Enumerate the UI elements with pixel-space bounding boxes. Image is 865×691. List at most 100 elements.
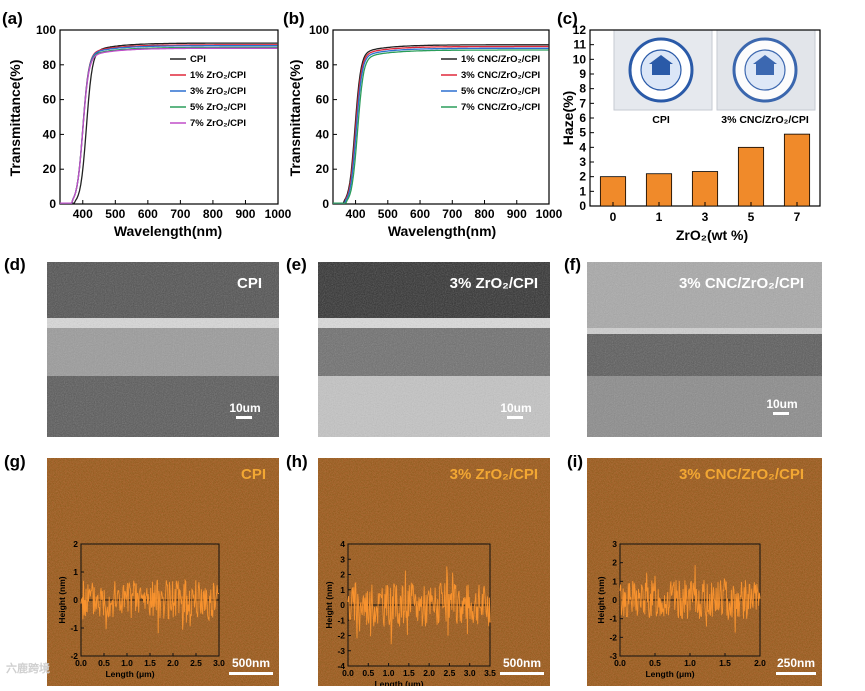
chart-a-ytick-label: 40: [43, 127, 57, 141]
sem-image-cpi: CPI 10um: [47, 262, 279, 437]
sem-f-title: 3% CNC/ZrO₂/CPI: [679, 275, 804, 292]
inset-h-xlabel: Length (μm): [374, 679, 423, 686]
chart-a-xtick-label: 500: [105, 207, 125, 221]
inset-h-ytick-label: 1: [340, 585, 345, 595]
chart-b-xtick-label: 600: [410, 207, 430, 221]
afm-g-scalebar: [229, 672, 273, 675]
inset-h-ytick-label: 3: [340, 554, 345, 564]
chart-c-xtick-label: 3: [702, 210, 709, 224]
chart-c-ytick-label: 0: [579, 199, 586, 213]
chart-a-xtick-label: 700: [170, 207, 190, 221]
chart-a-xtick-label: 600: [138, 207, 158, 221]
sem-d-title: CPI: [237, 275, 262, 292]
chart-b-frame: [332, 29, 550, 205]
chart-c-ytick-label: 6: [579, 111, 586, 125]
chart-c-xtick-label: 1: [656, 210, 663, 224]
chart-b: Transmittance(%) Wavelength(nm) 0 20 40 60 8…: [287, 23, 563, 239]
inset-i-ytick-label: -3: [609, 651, 617, 661]
inset-g-xtick-label: 1.0: [121, 658, 133, 668]
inset-g-xtick-label: 2.0: [167, 658, 179, 668]
inset-g-ytick-label: -2: [70, 651, 78, 661]
afm-image-zro2: 3% ZrO₂/CPI 500nm: [318, 458, 550, 686]
afm-h-scale: 500nm: [503, 656, 541, 670]
chart-a-series-line: [60, 45, 278, 204]
sem-d-scale: 10um: [229, 401, 260, 415]
chart-b-xtick-label: 500: [378, 207, 398, 221]
chart-c-ytick-label: 8: [579, 82, 586, 96]
chart-a-ytick-label: 80: [43, 58, 57, 72]
chart-c-ytick-label: 7: [579, 96, 586, 110]
inset-i-ylabel: Height (nm): [596, 576, 606, 623]
chart-a-ytick-label: 0: [49, 197, 56, 211]
chart-b-ytick-label: 20: [316, 162, 330, 176]
panel-label-e: (e): [286, 255, 307, 274]
afm-g-title: CPI: [241, 466, 266, 483]
inset-g-xlabel: Length (μm): [105, 669, 154, 679]
afm-h-title: 3% ZrO₂/CPI: [450, 466, 538, 483]
chart-c-ytick-label: 5: [579, 126, 586, 140]
afm-i-scalebar: [776, 672, 816, 675]
panel-label-h: (h): [286, 452, 308, 471]
inset-h-profile-line: [347, 566, 491, 645]
chart-c-bar: [691, 171, 719, 207]
inset-h-ytick-label: -3: [337, 646, 345, 656]
afm-i-title: 3% CNC/ZrO₂/CPI: [679, 466, 804, 483]
photo-cnc-caption: 3% CNC/ZrO₂/CPI: [721, 114, 809, 126]
chart-b-legend-label: 5% CNC/ZrO₂/CPI: [461, 86, 540, 97]
inset-g-xtick-label: 0.0: [75, 658, 87, 668]
chart-b-legend-label: 3% CNC/ZrO₂/CPI: [461, 70, 540, 81]
sem-e-title: 3% ZrO₂/CPI: [450, 275, 538, 292]
chart-a-legend-label: 5% ZrO₂/CPI: [190, 102, 246, 113]
chart-c-xtick-label: 0: [610, 210, 617, 224]
inset-g-ytick-label: -1: [70, 623, 78, 633]
afm-image-cpi: CPI 500nm: [47, 458, 279, 686]
chart-a-legend-label: 3% ZrO₂/CPI: [190, 86, 246, 97]
panel-label-b: (b): [283, 9, 305, 28]
inset-i-xtick-label: 2.0: [754, 658, 766, 668]
inset-g-ytick-label: 1: [73, 567, 78, 577]
afm-g-scale: 500nm: [232, 656, 270, 670]
inset-h-xtick-label: 3.5: [484, 668, 496, 678]
chart-b-legend-label: 1% CNC/ZrO₂/CPI: [461, 54, 540, 65]
chart-a-legend-label: 7% ZrO₂/CPI: [190, 118, 246, 129]
inset-g-profile-line: [80, 578, 220, 634]
inset-h-ytick-label: -2: [337, 631, 345, 641]
chart-a: Transmittance(%) Wavelength(nm) 0 20 40 60 8…: [7, 23, 292, 239]
inset-h-ytick-label: 4: [340, 539, 345, 549]
chart-c-ytick-label: 3: [579, 155, 586, 169]
chart-a-ytick-label: 20: [43, 162, 57, 176]
chart-a-xtick-label: 800: [203, 207, 223, 221]
afm-i-scale: 250nm: [777, 656, 815, 670]
chart-b-series-line: [333, 49, 549, 204]
inset-g-xtick-label: 1.5: [144, 658, 156, 668]
chart-c-ytick-label: 12: [573, 23, 587, 37]
inset-i-xtick-label: 1.0: [684, 658, 696, 668]
panel-label-a: (a): [2, 9, 23, 28]
inset-i-ytick-label: 2: [612, 558, 617, 568]
chart-c-xtick-label: 5: [748, 210, 755, 224]
chart-c-bar: [645, 173, 673, 207]
inset-g-xtick-label: 3.0: [213, 658, 225, 668]
chart-c-xtick-label: 7: [794, 210, 801, 224]
inset-h-xtick-label: 0.0: [342, 668, 354, 678]
chart-b-xtick-label: 900: [507, 207, 527, 221]
afm-profile-inset-i: -3 -2 -1 0 1 2 3 0.0 0.5 1.0 1.5 2.0 Length (μm) Heig…: [596, 539, 766, 679]
chart-a-series-line: [60, 44, 278, 204]
chart-c: Haze(%) ZrO₂(wt %) CPI 3% CNC/ZrO₂/CPI 0…: [560, 23, 821, 243]
inset-i-profile-line: [619, 565, 761, 633]
chart-b-xtick-label: 400: [346, 207, 366, 221]
inset-h-ylabel: Height (nm): [324, 581, 334, 628]
inset-h-xtick-label: 1.5: [403, 668, 415, 678]
chart-b-xtick-label: 700: [442, 207, 462, 221]
inset-i-xtick-label: 0.5: [649, 658, 661, 668]
afm-profile-inset-h: -4 -3 -2 -1 0 1 2 3 4 0.0 0.5 1.0 1.5 2.0 2.5 3.0 3.5 Len…: [324, 539, 496, 689]
photo-cpi: CPI: [613, 29, 713, 126]
inset-h-xtick-label: 2.5: [444, 668, 456, 678]
chart-b-ytick-label: 80: [316, 58, 330, 72]
chart-b-ytick-label: 60: [316, 93, 330, 107]
afm-h-scalebar: [500, 672, 544, 675]
chart-a-ytick-label: 100: [36, 23, 56, 37]
inset-i-ytick-label: -2: [609, 632, 617, 642]
chart-a-ytick-label: 60: [43, 93, 57, 107]
inset-g-xtick-label: 2.5: [190, 658, 202, 668]
